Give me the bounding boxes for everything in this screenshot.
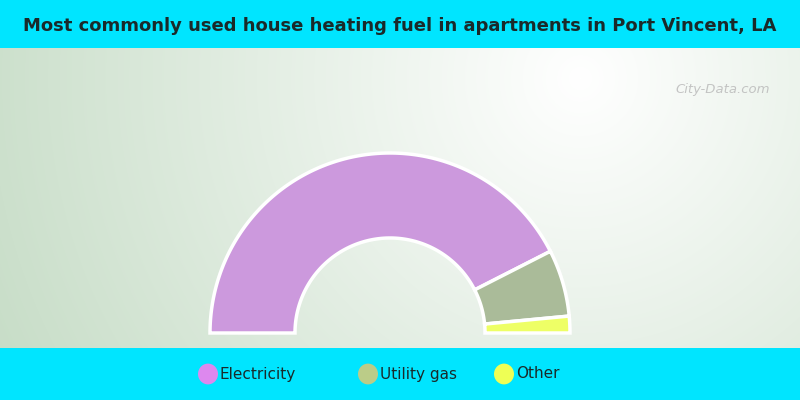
Ellipse shape: [494, 364, 514, 384]
Polygon shape: [210, 153, 550, 333]
Text: Electricity: Electricity: [220, 366, 296, 382]
Ellipse shape: [358, 364, 378, 384]
Text: City-Data.com: City-Data.com: [675, 83, 770, 96]
Polygon shape: [485, 316, 570, 333]
Text: Utility gas: Utility gas: [380, 366, 457, 382]
Polygon shape: [474, 251, 570, 324]
Ellipse shape: [198, 364, 218, 384]
Text: Most commonly used house heating fuel in apartments in Port Vincent, LA: Most commonly used house heating fuel in…: [23, 17, 777, 35]
Text: Other: Other: [516, 366, 559, 382]
